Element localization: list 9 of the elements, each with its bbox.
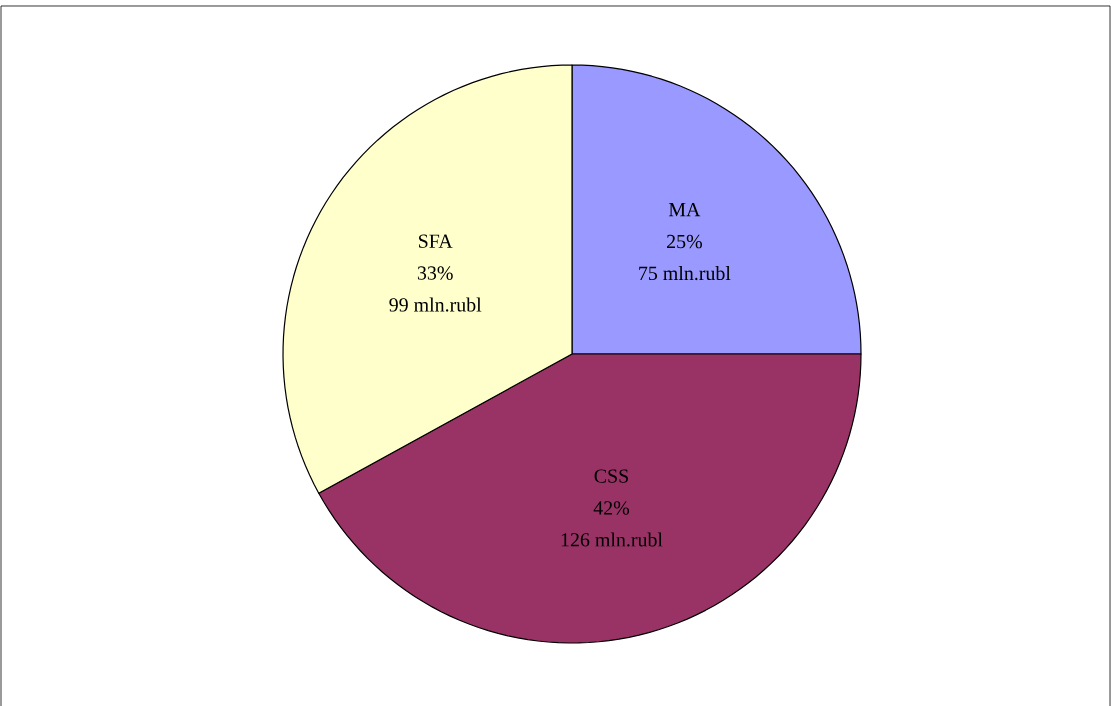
data-label: 75 mln.rubl	[639, 266, 731, 281]
text: 25%	[667, 234, 702, 249]
text: 42%	[593, 501, 630, 515]
data-label: 126 mln.rubl	[561, 532, 663, 547]
slice-label: SFA	[418, 234, 453, 248]
slice-label: CSS	[594, 469, 628, 483]
data-label: 99 mln.rubl	[389, 297, 482, 312]
text: 33%	[417, 266, 453, 280]
slice-label: MA	[668, 203, 701, 217]
